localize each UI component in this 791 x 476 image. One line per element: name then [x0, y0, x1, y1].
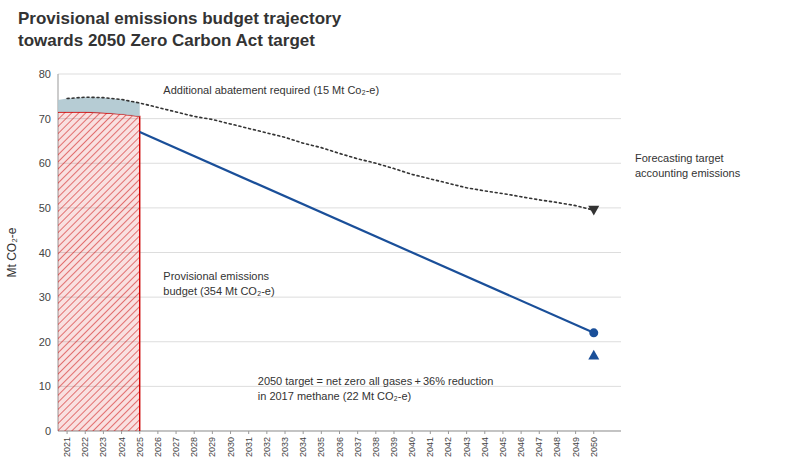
- x-tick-label: 2037: [353, 437, 363, 457]
- triangle-up-marker: [588, 350, 599, 360]
- y-tick-label: 40: [39, 247, 51, 259]
- grid-line: [58, 118, 621, 119]
- grid-line: [58, 252, 621, 253]
- y-tick-label: 50: [39, 202, 51, 214]
- x-tick-label: 2043: [462, 437, 472, 457]
- y-tick-label: 30: [39, 291, 51, 303]
- text-line: in 2017 methane (22 Mt CO₂-e): [258, 390, 411, 402]
- annotation: Forecasting target accounting emissions: [635, 152, 741, 179]
- area-fill: [58, 112, 140, 431]
- x-tick-label: 2042: [443, 437, 453, 457]
- x-tick-label: 2039: [389, 437, 399, 457]
- x-tick-label: 2029: [207, 437, 217, 457]
- x-tick-label: 2050: [589, 437, 599, 457]
- chart: Provisional emissions budget trajectory t…: [0, 0, 791, 476]
- text-line: Forecasting target: [635, 152, 724, 164]
- text-line: towards 2050 Zero Carbon Act target: [18, 31, 315, 50]
- text-line: 2050 target = net zero all gases + 36% r…: [258, 375, 494, 387]
- x-tick-label: 2038: [371, 437, 381, 457]
- text-line: Provisional emissions budget trajectory: [18, 9, 342, 28]
- x-tick-label: 2024: [117, 437, 127, 457]
- text-line: Additional abatement required (15 Mt Co₂…: [163, 84, 379, 96]
- x-tick-label: 2040: [407, 437, 417, 457]
- x-tick-label: 2048: [552, 437, 562, 457]
- grid-line: [58, 207, 621, 208]
- x-tick-label: 2032: [262, 437, 272, 457]
- x-tick-label: 2030: [226, 437, 236, 457]
- x-tick-label: 2046: [516, 437, 526, 457]
- grid-line: [58, 431, 621, 432]
- grid-line: [58, 297, 621, 298]
- annotation: Additional abatement required (15 Mt Co₂…: [163, 84, 379, 96]
- area-hatch: [58, 112, 140, 431]
- x-tick-label: 2041: [425, 437, 435, 457]
- x-tick-label: 2021: [62, 437, 72, 457]
- circle-marker: [589, 328, 598, 337]
- y-tick-label: 0: [45, 425, 51, 437]
- x-tick-label: 2027: [171, 437, 181, 457]
- x-tick-label: 2044: [480, 437, 490, 457]
- grid-line: [58, 74, 621, 75]
- trajectory-line: [140, 132, 594, 333]
- plot-area: [58, 97, 599, 431]
- grid-line: [58, 163, 621, 164]
- annotation: Provisional emissions budget (354 Mt CO₂-…: [163, 270, 274, 297]
- area-edge: [58, 112, 140, 431]
- x-tick-label: 2049: [571, 437, 581, 457]
- x-axis-line: [58, 431, 621, 432]
- x-tick-label: 2023: [98, 437, 108, 457]
- x-tick-label: 2022: [80, 437, 90, 457]
- text-line: Provisional emissions: [163, 270, 269, 282]
- x-tick-label: 2026: [153, 437, 163, 457]
- x-tick-label: 2028: [189, 437, 199, 457]
- x-tick-label: 2047: [534, 437, 544, 457]
- grid: [58, 74, 621, 431]
- x-tick-label: 2031: [244, 437, 254, 457]
- title: Provisional emissions budget trajectory t…: [18, 9, 342, 50]
- text-line: budget (354 Mt CO₂-e): [163, 285, 274, 297]
- dotted-line: [67, 97, 594, 210]
- y-tick-label: 60: [39, 157, 51, 169]
- y-tick-label: 20: [39, 336, 51, 348]
- y-axis-label: Mt CO₂-e: [5, 227, 19, 277]
- y-tick-label: 10: [39, 380, 51, 392]
- annotation: 2050 target = net zero all gases + 36% r…: [258, 375, 494, 402]
- grid-line: [58, 341, 621, 342]
- x-tick-label: 2025: [135, 437, 145, 457]
- x-tick-label: 2035: [316, 437, 326, 457]
- triangle-down-marker: [588, 206, 599, 216]
- x-tick-label: 2036: [335, 437, 345, 457]
- text-line: accounting emissions: [635, 167, 741, 179]
- y-tick-label: 70: [39, 113, 51, 125]
- x-tick-label: 2045: [498, 437, 508, 457]
- x-tick-label: 2034: [298, 437, 308, 457]
- x-tick-label: 2033: [280, 437, 290, 457]
- y-tick-label: 80: [39, 68, 51, 80]
